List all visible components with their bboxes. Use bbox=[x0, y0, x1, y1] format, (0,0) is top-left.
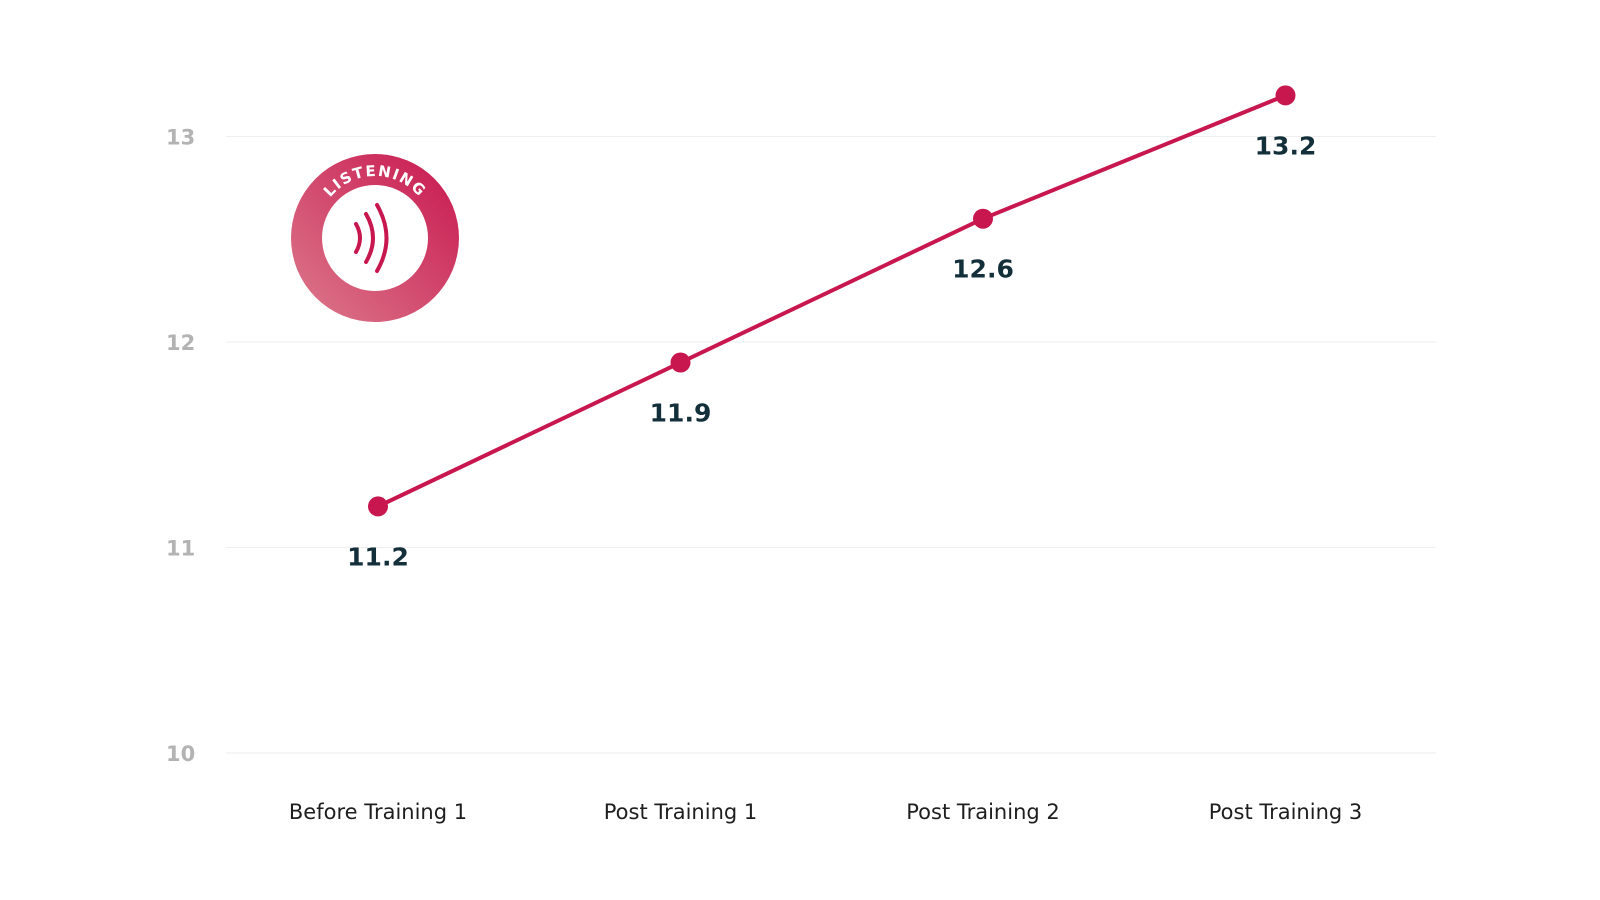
series-line bbox=[377, 93, 1287, 509]
data-label: 13.2 bbox=[1255, 131, 1317, 160]
series bbox=[368, 85, 1296, 517]
x-tick-label: Before Training 1 bbox=[289, 800, 467, 824]
data-point bbox=[670, 352, 691, 373]
y-tick-label: 11 bbox=[166, 537, 195, 561]
y-tick-label: 10 bbox=[166, 742, 195, 766]
data-point bbox=[973, 208, 993, 229]
listening-badge: LISTENING bbox=[291, 154, 459, 322]
x-axis-ticks: Before Training 1 Post Training 1 Post Tra… bbox=[289, 800, 1362, 824]
data-point bbox=[1275, 85, 1296, 106]
x-tick-label: Post Training 3 bbox=[1209, 800, 1363, 824]
data-point bbox=[368, 496, 388, 517]
y-tick-label: 13 bbox=[166, 126, 195, 150]
gridlines bbox=[226, 136, 1436, 754]
data-label: 11.9 bbox=[650, 399, 712, 428]
data-labels: 11.2 11.9 12.6 13.2 bbox=[347, 131, 1316, 571]
y-tick-label: 12 bbox=[166, 331, 195, 355]
sound-waves-icon bbox=[354, 203, 389, 273]
x-tick-label: Post Training 1 bbox=[604, 800, 758, 824]
y-axis-ticks: 10 11 12 13 bbox=[166, 126, 195, 767]
data-label: 11.2 bbox=[347, 542, 409, 571]
x-tick-label: Post Training 2 bbox=[906, 800, 1060, 824]
data-label: 12.6 bbox=[952, 255, 1014, 284]
